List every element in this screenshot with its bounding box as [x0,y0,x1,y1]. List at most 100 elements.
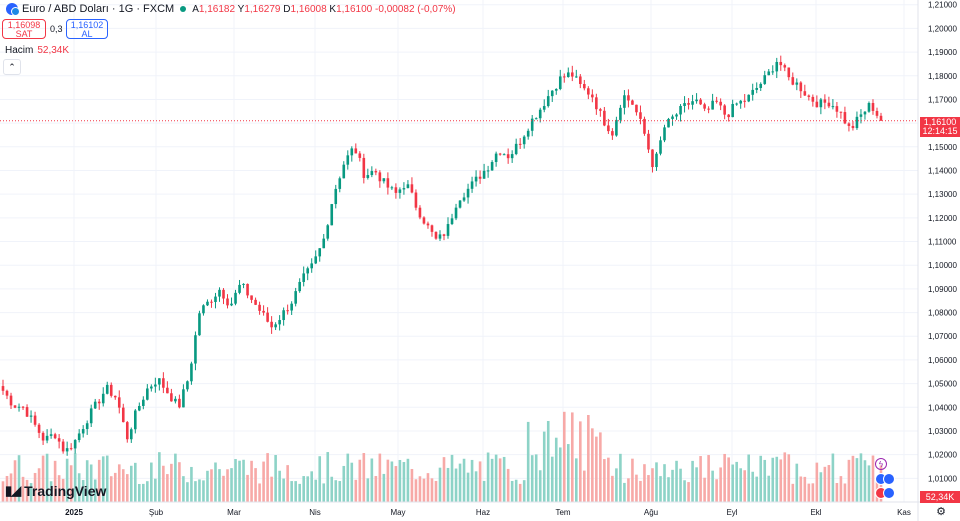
volume-bar [562,411,566,502]
candle-body [9,395,13,406]
candle-body [5,390,9,396]
volume-bar [807,483,811,502]
candle-body [847,123,851,126]
symbol-header[interactable]: Euro / ABD Doları · 1G · FXCM A1,16182 Y… [6,3,456,16]
chevron-up-icon[interactable]: ⌃ [3,59,21,75]
volume-bar [759,455,763,502]
volume-bar [242,459,245,502]
x-tick-label: Ağu [644,508,658,517]
x-tick-label: Tem [555,508,570,517]
candle-body [290,303,293,311]
candle-body [218,289,221,297]
candle-body [418,207,422,218]
candle-body [318,248,322,257]
candle-body [382,178,386,182]
candle-body [550,90,554,97]
volume-tag: 52,34K [920,491,960,503]
y-tick-label: 1,11000 [928,238,957,247]
lightning-icon[interactable]: ϟ [875,458,887,470]
candle-body [502,154,506,156]
y-tick-label: 1,03000 [928,427,957,436]
event-icon-4[interactable] [883,487,895,499]
volume-bar [41,455,45,502]
candle-body [719,101,722,106]
candle-body [374,171,378,173]
candle-body [210,301,213,303]
candle-body [386,178,390,188]
volume-bar [486,452,490,502]
volume-bar [190,466,193,502]
volume-bar [266,453,269,502]
candle-body [498,153,502,155]
candle-body [514,143,518,155]
event-icon-2[interactable] [883,473,895,485]
volume-bar [771,457,775,502]
volume-bar [390,461,394,502]
chart-grid [0,0,918,502]
last-price: 1,16100 [923,117,957,127]
volume-bar [125,474,129,502]
y-tick-label: 1,20000 [928,24,957,33]
candle-body [410,184,414,193]
volume-bar [150,462,153,502]
y-tick-label: 1,05000 [928,380,957,389]
volume-bar [474,471,478,502]
candle-body [198,313,201,336]
candle-body [707,108,710,110]
symbol-title[interactable]: Euro / ABD Doları · 1G · FXCM [22,3,175,15]
candle-body [771,71,775,73]
volume-bar [787,454,791,502]
volume-bar [77,473,81,502]
volume-bar [502,456,506,502]
candle-body [113,395,117,398]
volume-bar [847,459,851,502]
candle-body [783,65,787,68]
candle-body [57,438,61,442]
volume-bar [679,468,682,502]
candle-body [45,435,49,441]
volume-bar [639,480,642,502]
volume-bar [426,473,430,502]
volume-bar [767,475,771,502]
volume-bar [406,458,410,502]
candle-body [182,389,185,408]
volume-bar [85,460,89,502]
volume-bar [370,458,374,502]
tradingview-logo[interactable]: ▮◢ TradingView [5,483,106,499]
candle-body [739,100,742,104]
candle-body [655,153,658,168]
candle-body [478,176,482,179]
volume-bar [755,476,759,502]
candle-body [266,312,269,322]
candle-body [286,310,289,312]
gear-icon[interactable]: ⚙ [936,506,946,518]
candle-body [631,100,634,105]
candle-body [643,118,646,134]
candle-body [510,154,514,159]
buy-button[interactable]: 1,16102 AL [66,19,108,39]
logo-text: TradingView [24,483,107,499]
sell-button[interactable]: 1,16098 SAT [2,19,46,39]
candle-body [362,157,366,178]
volume-bar [591,428,594,502]
candle-body [282,310,285,321]
volume-bar [17,455,21,502]
y-tick-label: 1,13000 [928,190,957,199]
candle-body [1,386,5,391]
volume-bar [691,460,694,502]
volume-bar [57,475,61,502]
volume-legend[interactable]: Hacim 52,34K [5,45,69,56]
volume-bar [290,481,293,502]
candle-body [835,106,839,112]
volume-bar [506,468,510,502]
candle-body [93,401,97,409]
volume-bar [739,468,742,502]
candle-body [430,225,434,232]
candle-body [194,335,197,364]
candle-body [53,434,57,439]
candle-body [105,384,109,394]
volume-bar [655,462,658,502]
candle-body [623,95,626,108]
volume-bar [466,472,470,502]
